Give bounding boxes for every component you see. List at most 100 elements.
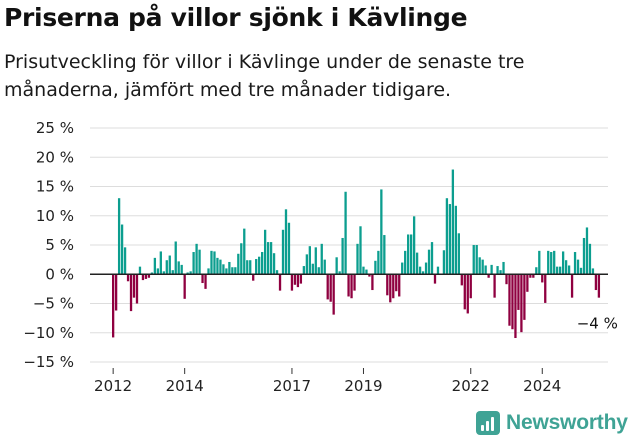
bar — [323, 259, 326, 275]
bar — [234, 267, 237, 275]
bar — [374, 260, 377, 275]
bar — [156, 268, 159, 275]
bar — [162, 271, 165, 275]
bar — [144, 274, 148, 279]
bar — [153, 257, 157, 275]
bar — [517, 274, 520, 310]
bar — [445, 198, 449, 275]
bar — [576, 259, 580, 275]
newsworthy-brand[interactable]: Newsworthy — [476, 408, 628, 438]
bar — [496, 266, 499, 275]
bar — [493, 274, 496, 298]
bar — [112, 274, 115, 338]
bar — [263, 229, 267, 275]
x-tick-label: 2022 — [452, 377, 490, 395]
bar — [484, 265, 487, 275]
bar — [579, 267, 583, 275]
bar — [237, 253, 240, 275]
bar — [231, 267, 234, 275]
bar — [129, 274, 133, 312]
bar — [371, 274, 374, 291]
bar — [469, 274, 472, 299]
bar — [404, 250, 407, 275]
bar — [335, 257, 338, 275]
bar — [320, 243, 323, 275]
bar — [120, 224, 124, 275]
bar — [180, 264, 183, 275]
bar — [564, 260, 568, 275]
bar — [529, 274, 532, 278]
bar — [308, 246, 311, 275]
bar — [269, 242, 273, 275]
chart-title: Priserna på villor sjönk i Kävlinge — [4, 3, 468, 32]
bar — [392, 274, 395, 299]
axis-labels: 25 % 20 % 15 % 10 % 5 % 0 % −5 % −10 % −15 % 2012… — [23, 119, 561, 395]
bar — [424, 262, 428, 275]
bar — [585, 227, 589, 275]
bar — [123, 247, 127, 275]
bar — [401, 262, 404, 275]
bar — [305, 254, 308, 275]
bar — [290, 274, 294, 291]
bar — [478, 257, 481, 275]
bar — [541, 274, 544, 283]
bar — [261, 252, 264, 275]
bar — [317, 267, 320, 275]
bar — [240, 243, 243, 275]
bar — [359, 226, 362, 275]
bar — [588, 243, 592, 275]
bar — [380, 189, 383, 275]
bar — [407, 234, 410, 275]
bar — [314, 247, 317, 275]
bar — [278, 274, 282, 291]
bar — [430, 242, 434, 275]
bar — [225, 268, 228, 275]
bar — [460, 274, 463, 286]
bar — [427, 249, 431, 275]
bar — [266, 242, 270, 275]
bar — [147, 274, 151, 278]
bar — [117, 198, 121, 275]
x-tick-label: 2014 — [166, 377, 204, 395]
bar — [198, 249, 201, 275]
y-tick-label: −5 % — [33, 295, 74, 313]
bar — [141, 274, 145, 281]
bar — [296, 274, 300, 288]
bar — [463, 274, 466, 310]
bar — [442, 250, 446, 275]
bar — [472, 245, 475, 275]
bar — [189, 271, 192, 275]
bar — [481, 259, 484, 275]
bar — [186, 272, 189, 275]
bar — [475, 245, 478, 275]
bar — [249, 260, 252, 275]
last-value-label: −4 % — [577, 315, 618, 333]
bar — [243, 228, 246, 275]
bar — [299, 274, 303, 284]
bar — [171, 270, 174, 275]
x-tick-label: 2012 — [94, 377, 132, 395]
bar — [228, 261, 231, 275]
bar — [326, 274, 329, 300]
bar — [356, 243, 359, 275]
bar — [520, 274, 523, 333]
y-tick-label: 25 % — [36, 119, 74, 137]
y-tick-label: −10 % — [23, 324, 74, 342]
bar — [421, 271, 425, 275]
bar — [451, 169, 455, 275]
bar — [222, 264, 225, 275]
y-tick-label: 10 % — [36, 207, 74, 225]
bar — [135, 274, 139, 304]
bar — [246, 260, 249, 275]
bar — [255, 259, 258, 275]
bar — [499, 270, 502, 275]
y-tick-label: 15 % — [36, 178, 74, 196]
bar — [490, 264, 493, 275]
bar — [505, 274, 508, 285]
bar — [532, 274, 535, 278]
bar — [138, 266, 142, 275]
bar — [365, 269, 368, 275]
bar — [418, 266, 422, 275]
bar — [350, 274, 353, 299]
